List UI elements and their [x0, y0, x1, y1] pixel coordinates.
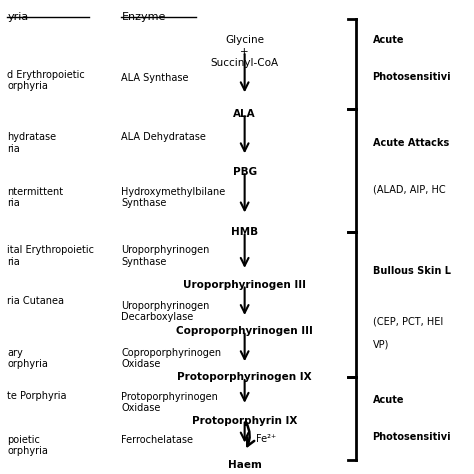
Text: Protoporphyrinogen
Oxidase: Protoporphyrinogen Oxidase	[121, 392, 218, 413]
Text: Acute: Acute	[373, 395, 404, 405]
Text: Acute: Acute	[373, 35, 404, 45]
Text: Coproporphyrinogen
Oxidase: Coproporphyrinogen Oxidase	[121, 347, 221, 369]
Text: ntermittent
ria: ntermittent ria	[8, 187, 64, 208]
Text: PBG: PBG	[233, 167, 257, 177]
Text: yria: yria	[8, 12, 29, 22]
Text: ALA Dehydratase: ALA Dehydratase	[121, 132, 206, 142]
Text: ary
orphyria: ary orphyria	[8, 347, 48, 369]
Text: VP): VP)	[373, 340, 389, 350]
Text: HMB: HMB	[231, 227, 258, 237]
Text: Uroporphyrinogen
Decarboxylase: Uroporphyrinogen Decarboxylase	[121, 301, 210, 322]
Text: Glycine
+
Succinyl-CoA: Glycine + Succinyl-CoA	[210, 35, 279, 68]
Text: Acute Attacks: Acute Attacks	[373, 138, 449, 148]
Text: Protoporphyrinogen IX: Protoporphyrinogen IX	[177, 373, 312, 383]
Text: ria Cutanea: ria Cutanea	[8, 296, 64, 306]
Text: Uroporphyrinogen
Synthase: Uroporphyrinogen Synthase	[121, 246, 210, 267]
Text: Enzyme: Enzyme	[121, 12, 166, 22]
Text: Uroporphyrinogen III: Uroporphyrinogen III	[183, 280, 306, 290]
Text: ALA Synthase: ALA Synthase	[121, 73, 189, 83]
Text: (CEP, PCT, HEI: (CEP, PCT, HEI	[373, 317, 443, 327]
Text: Fe²⁺: Fe²⁺	[256, 435, 276, 445]
Text: Coproporphyrinogen III: Coproporphyrinogen III	[176, 326, 313, 336]
Text: poietic
orphyria: poietic orphyria	[8, 435, 48, 456]
Text: (ALAD, AIP, HC: (ALAD, AIP, HC	[373, 184, 445, 194]
Text: Bullous Skin L: Bullous Skin L	[373, 266, 451, 276]
Text: d Erythropoietic
orphyria: d Erythropoietic orphyria	[8, 70, 85, 91]
Text: Haem: Haem	[228, 460, 262, 470]
Text: Protoporphyrin IX: Protoporphyrin IX	[192, 416, 297, 426]
Text: ALA: ALA	[233, 109, 256, 119]
Text: ital Erythropoietic
ria: ital Erythropoietic ria	[8, 246, 94, 267]
Text: Photosensitivi: Photosensitivi	[373, 72, 451, 82]
Text: Hydroxymethylbilane
Synthase: Hydroxymethylbilane Synthase	[121, 187, 226, 208]
Text: Photosensitivi: Photosensitivi	[373, 432, 451, 442]
Text: hydratase
ria: hydratase ria	[8, 132, 56, 154]
Text: te Porphyria: te Porphyria	[8, 391, 67, 401]
Text: Ferrochelatase: Ferrochelatase	[121, 435, 193, 445]
